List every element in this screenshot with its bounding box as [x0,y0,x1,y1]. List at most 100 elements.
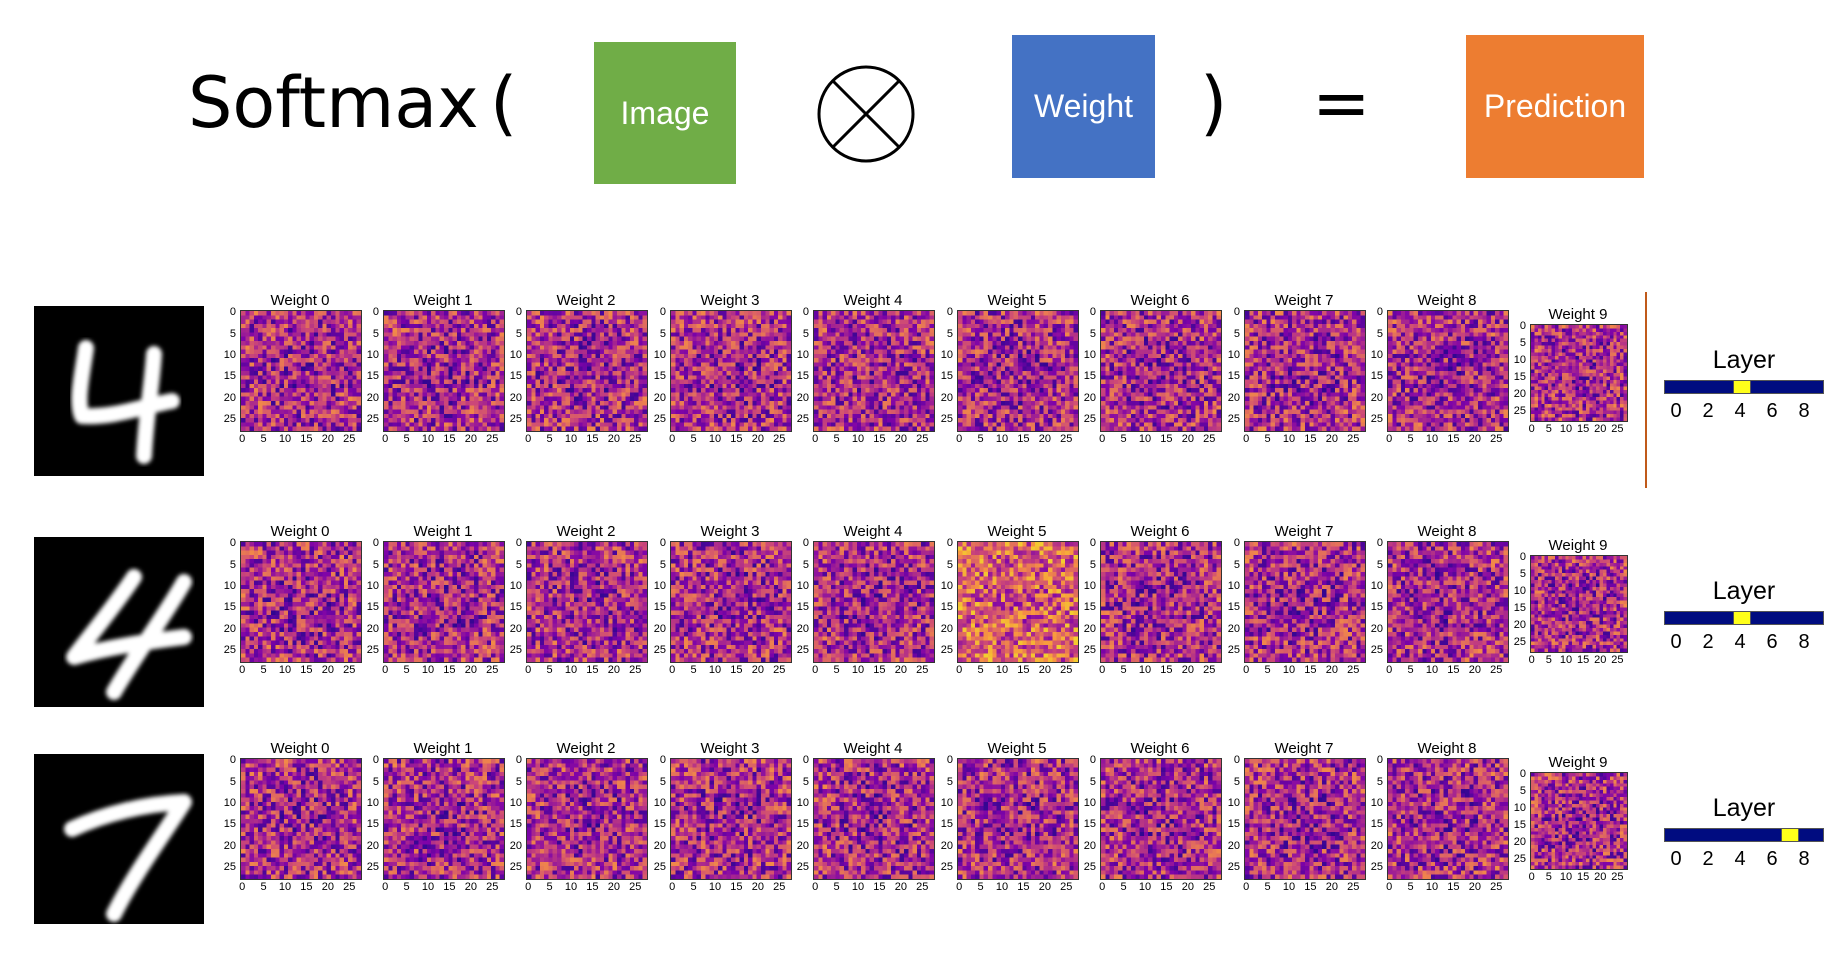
weight-heatmap-panel: Weight 0 0 5 10 15 20 25 0 5 10 15 20 25 [212,740,372,910]
y-tick-label: 20 [1083,622,1096,635]
weight-heatmap-panel: Weight 6 0 5 10 15 20 25 0 5 10 15 20 25 [1072,740,1232,910]
layer-slider-track[interactable] [1664,380,1824,394]
x-tick-label: 20 [1325,664,1338,676]
heatmap [526,758,648,880]
x-tick-label: 10 [1425,664,1439,676]
panel-title: Weight 5 [987,292,1047,309]
layer-slider-track[interactable] [1664,611,1824,625]
weight-heatmap-panel: Weight 7 0 5 10 15 20 25 0 5 10 15 20 25 [1216,292,1376,462]
y-tick-label: 10 [223,797,236,809]
layer-tick-label: 2 [1702,848,1714,870]
y-tick-label: 10 [1513,354,1526,366]
x-tick-label: 10 [851,433,865,445]
x-tick-label: 5 [977,664,984,676]
weight-heatmap-panel: Weight 7 0 5 10 15 20 25 0 5 10 15 20 25 [1216,523,1376,693]
y-tick-label: 10 [1370,349,1383,361]
y-tick-label: 20 [1083,839,1096,852]
x-tick-label: 20 [464,664,477,676]
x-tick-label: 25 [486,664,499,676]
x-tick-label: 20 [1038,664,1051,676]
x-tick-label: 0 [382,881,389,893]
heatmap [957,310,1079,432]
y-tick-label: 10 [796,580,809,592]
x-tick-label: 0 [382,664,389,676]
x-tick-label: 20 [607,881,620,893]
panel-title: Weight 5 [987,523,1047,540]
x-tick-label: 20 [1181,881,1194,893]
y-tick-label: 20 [1370,839,1383,852]
x-tick-label: 15 [1447,881,1460,893]
y-tick-label: 5 [1089,558,1096,571]
y-tick-label: 25 [1227,413,1240,426]
layer-slider-handle[interactable] [1733,381,1751,393]
x-tick-label: 5 [690,433,697,445]
x-tick-label: 15 [1017,664,1030,676]
y-tick-label: 15 [653,370,666,383]
x-tick-label: 25 [486,433,499,445]
layer-slider-handle[interactable] [1781,829,1799,841]
y-tick-label: 10 [366,349,379,361]
heatmap [526,541,648,663]
x-tick-label: 10 [564,881,578,893]
panel-title: Weight 0 [270,740,330,757]
heatmap [1530,555,1628,653]
x-tick-label: 25 [629,881,642,893]
x-tick-label: 5 [833,433,840,445]
x-tick-label: 25 [773,881,786,893]
layer-slider[interactable]: Layer 0 2 4 6 8 [1664,794,1824,884]
x-tick-label: 0 [669,881,676,893]
y-tick-label: 10 [366,580,379,592]
y-tick-label: 0 [1233,754,1240,767]
layer-tick-label: 0 [1670,400,1682,422]
weight-heatmap-panel: Weight 8 0 5 10 15 20 25 0 5 10 15 20 25 [1359,523,1519,693]
y-tick-label: 5 [1519,567,1526,580]
y-tick-label: 0 [1519,550,1526,563]
y-tick-label: 5 [659,327,666,340]
y-tick-label: 15 [509,601,522,614]
y-tick-label: 25 [940,644,953,657]
prediction-box: Prediction [1466,35,1644,178]
x-tick-label: 10 [708,664,722,676]
y-tick-label: 0 [229,754,236,767]
y-tick-label: 20 [1227,839,1240,852]
y-tick-label: 15 [1370,818,1383,831]
panel-title: Weight 8 [1417,523,1477,540]
layer-slider[interactable]: Layer 0 2 4 6 8 [1664,577,1824,667]
weight-heatmap-panel: Weight 5 0 5 10 15 20 25 0 5 10 15 20 25 [929,740,1089,910]
x-tick-label: 15 [1160,664,1173,676]
x-tick-label: 5 [977,881,984,893]
x-tick-label: 0 [1528,871,1535,883]
x-tick-label: 10 [1138,881,1152,893]
y-tick-label: 15 [1083,370,1096,383]
y-tick-label: 20 [366,839,379,852]
y-tick-label: 20 [1083,391,1096,404]
x-tick-label: 15 [443,881,456,893]
heatmap [1244,758,1366,880]
y-tick-label: 15 [796,818,809,831]
x-tick-label: 15 [1160,881,1173,893]
x-tick-label: 25 [1203,664,1216,676]
y-tick-label: 5 [946,558,953,571]
x-tick-label: 0 [239,881,246,893]
panel-title: Weight 2 [556,292,616,309]
x-tick-label: 10 [278,881,292,893]
layer-slider[interactable]: Layer 0 2 4 6 8 [1664,346,1824,436]
panel-title: Weight 3 [700,740,760,757]
layer-slider-track[interactable] [1664,828,1824,842]
x-tick-label: 10 [851,664,865,676]
x-tick-label: 0 [1386,881,1393,893]
x-tick-label: 20 [607,433,620,445]
weight-heatmap-panel: Weight 0 0 5 10 15 20 25 0 5 10 15 20 25 [212,292,372,462]
heatmap [813,758,935,880]
heatmap [383,541,505,663]
panel-title: Weight 7 [1274,292,1334,309]
x-tick-label: 5 [546,881,553,893]
layer-slider-handle[interactable] [1733,612,1751,624]
x-tick-label: 25 [1611,871,1624,883]
y-tick-label: 15 [1370,370,1383,383]
heatmap [1530,772,1628,870]
weight-heatmap-panel: Weight 1 0 5 10 15 20 25 0 5 10 15 20 25 [355,292,515,462]
x-tick-label: 25 [343,664,356,676]
y-tick-label: 5 [1233,775,1240,788]
x-tick-label: 15 [873,881,886,893]
